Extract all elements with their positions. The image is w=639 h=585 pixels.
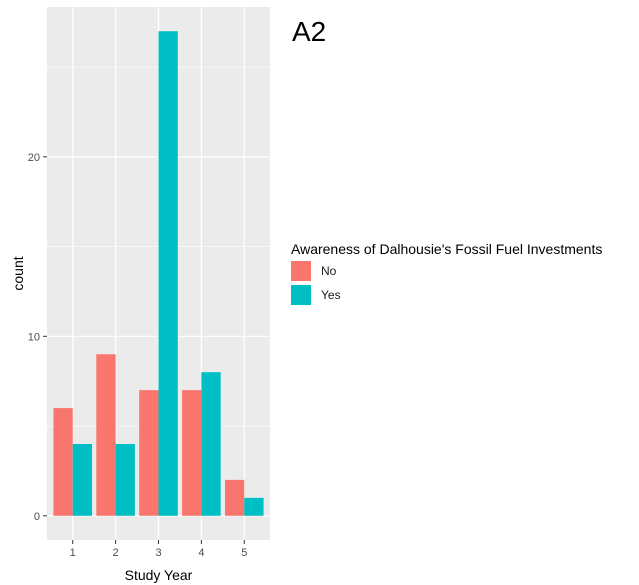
- x-tick-label: 2: [113, 547, 119, 559]
- figure-label: A2: [292, 16, 327, 47]
- x-tick-label: 1: [70, 547, 76, 559]
- legend-swatch-no: [291, 261, 311, 281]
- y-tick-label: 0: [34, 511, 40, 523]
- x-axis-ticks: 1 2 3 4 5: [70, 540, 247, 559]
- y-axis-ticks: 0 10 20: [28, 152, 47, 523]
- bar-no-year-4: [182, 390, 202, 516]
- legend-swatch-yes: [291, 285, 311, 305]
- bar-no-year-3: [139, 390, 159, 516]
- legend-item-yes: Yes: [291, 285, 602, 305]
- bar-no-year-1: [53, 408, 73, 516]
- bar-yes-year-3: [158, 31, 178, 516]
- y-tick-label: 10: [28, 331, 40, 343]
- legend-label-yes: Yes: [321, 288, 341, 302]
- bar-yes-year-1: [72, 443, 93, 516]
- y-axis-title: count: [10, 256, 26, 290]
- bar-no-year-5: [224, 479, 245, 516]
- x-tick-label: 4: [198, 547, 204, 559]
- bars: [53, 31, 264, 516]
- x-axis-title: Study Year: [125, 567, 193, 583]
- bar-yes-year-4: [201, 372, 221, 516]
- legend-item-no: No: [291, 261, 602, 281]
- legend-label-no: No: [321, 264, 337, 278]
- x-tick-label: 3: [155, 547, 161, 559]
- legend: Awareness of Dalhousie's Fossil Fuel Inv…: [291, 241, 602, 305]
- y-tick-label: 20: [28, 152, 40, 164]
- bar-no-year-2: [96, 354, 116, 516]
- bar-yes-year-5: [244, 497, 264, 516]
- x-tick-label: 5: [241, 547, 247, 559]
- bar-yes-year-2: [115, 443, 135, 516]
- legend-title: Awareness of Dalhousie's Fossil Fuel Inv…: [291, 241, 603, 257]
